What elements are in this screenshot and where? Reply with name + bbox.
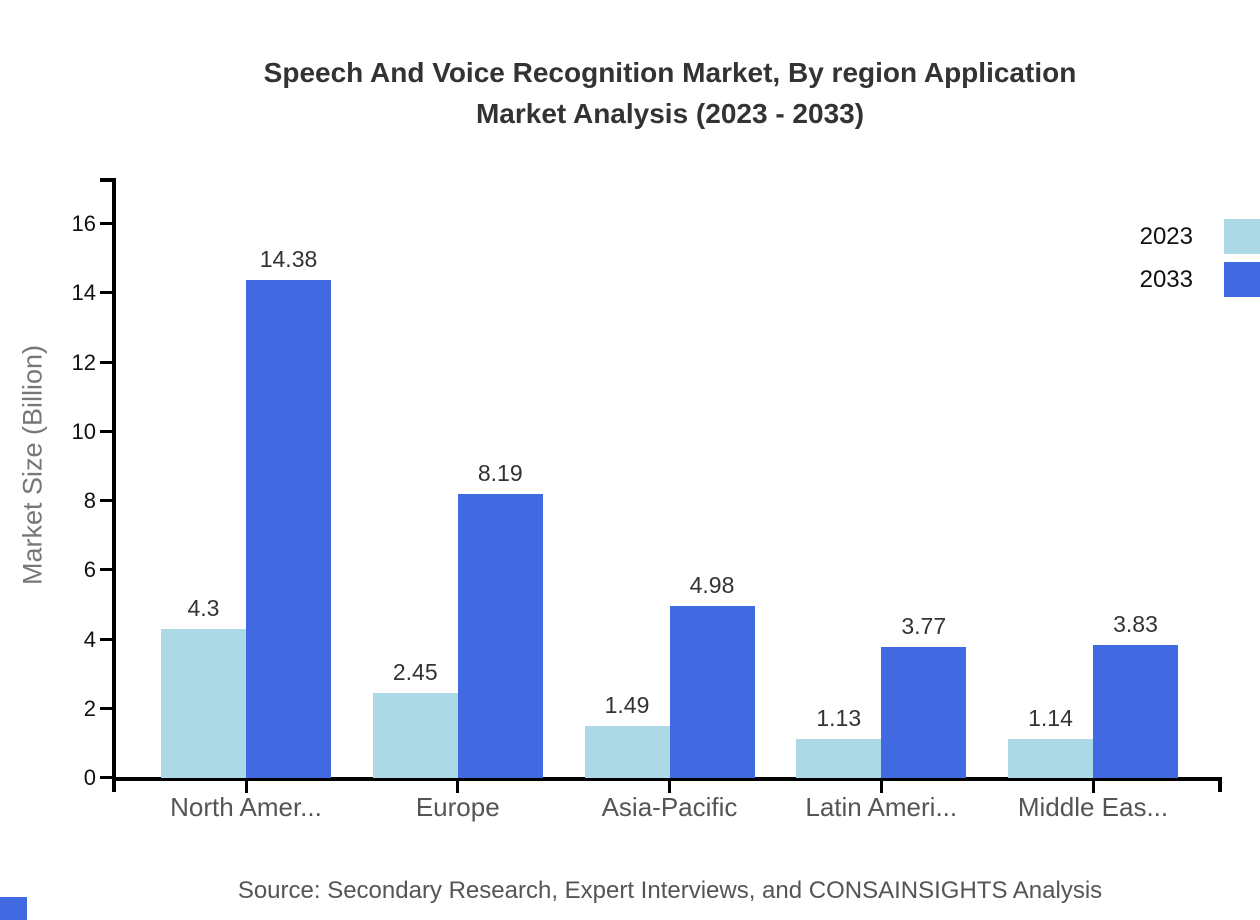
x-axis-tick-4: [879, 781, 883, 793]
y-axis-tick-label-0: 0: [83, 765, 96, 790]
y-axis-tick-2: [100, 706, 112, 710]
bar-2023-1: [161, 629, 246, 778]
value-label-2023-3: 1.49: [604, 692, 650, 719]
y-axis-tick-label-10: 10: [71, 418, 96, 444]
value-label-2033-5: 3.83: [1113, 611, 1158, 638]
y-axis-tick-14: [100, 291, 112, 295]
y-axis-tick-0: [100, 776, 112, 779]
y-axis-tick-label-16: 16: [71, 211, 96, 236]
legend-swatch-2023: [1224, 219, 1260, 254]
x-axis-category-label-4: Latin Ameri...: [805, 792, 958, 822]
y-axis-tick-label-14: 14: [71, 280, 96, 306]
x-axis-category-label-3: Asia-Pacific: [601, 792, 738, 822]
legend: 2023 2033: [1140, 219, 1260, 305]
legend-item-2033: 2033: [1140, 262, 1260, 297]
legend-label-2033: 2033: [1139, 265, 1193, 293]
x-axis-line: [112, 777, 1222, 781]
legend-swatch-2033: [1224, 262, 1260, 297]
chart-title: Speech And Voice Recognition Market, By …: [0, 52, 1260, 134]
y-axis-top-cap: [100, 178, 116, 182]
value-label-2033-2: 8.19: [477, 460, 523, 487]
y-axis-tick-label-6: 6: [83, 557, 96, 583]
bar-2033-4: [881, 647, 967, 778]
y-axis-tick-label-8: 8: [83, 488, 96, 513]
bar-2023-5: [1008, 738, 1093, 778]
y-axis-tick-label-2: 2: [83, 695, 96, 721]
bar-2033-3: [669, 605, 755, 778]
x-axis-tick-5: [1091, 781, 1095, 793]
y-axis-tick-label-12: 12: [71, 349, 96, 375]
y-axis-tick-10: [100, 429, 112, 433]
x-axis-tick-3: [668, 781, 671, 793]
y-axis-tick-8: [100, 499, 112, 502]
brand-corner-square: [0, 897, 27, 920]
y-axis-title: Market Size (Billion): [17, 344, 48, 586]
y-axis-tick-16: [100, 222, 112, 225]
x-axis-category-label-2: Europe: [415, 792, 500, 822]
legend-item-2023: 2023: [1140, 219, 1260, 254]
bar-2033-2: [457, 494, 543, 778]
x-axis-category-label-1: North Amer...: [170, 792, 322, 822]
bar-2023-2: [372, 693, 458, 778]
bar-2033-5: [1093, 645, 1178, 778]
y-axis-line: [112, 178, 116, 792]
value-label-2023-5: 1.14: [1028, 704, 1073, 731]
value-label-2023-2: 2.45: [392, 659, 438, 686]
bar-2023-3: [584, 726, 670, 778]
x-axis-end-cap: [1218, 777, 1222, 792]
value-label-2023-1: 4.3: [187, 595, 220, 622]
y-axis-tick-6: [100, 568, 112, 572]
chart-title-line-1: Speech And Voice Recognition Market, By …: [263, 57, 1077, 88]
x-axis-tick-2: [456, 781, 460, 793]
legend-label-2023: 2023: [1139, 222, 1193, 250]
x-axis-category-label-5: Middle Eas...: [1017, 792, 1169, 822]
value-label-2033-4: 3.77: [901, 613, 947, 640]
y-axis-tick-4: [100, 637, 112, 641]
chart-title-line-2: Market Analysis (2023 - 2033): [475, 98, 865, 129]
bar-2033-1: [246, 280, 331, 778]
bar-2023-4: [796, 738, 882, 778]
y-axis-tick-12: [100, 360, 112, 364]
value-label-2023-4: 1.13: [816, 704, 862, 731]
source-attribution: Source: Secondary Research, Expert Inter…: [237, 877, 1103, 904]
value-label-2033-3: 4.98: [689, 571, 735, 598]
value-label-2033-1: 14.38: [259, 246, 318, 273]
y-axis-tick-label-4: 4: [83, 626, 96, 652]
x-axis-tick-1: [244, 781, 248, 793]
